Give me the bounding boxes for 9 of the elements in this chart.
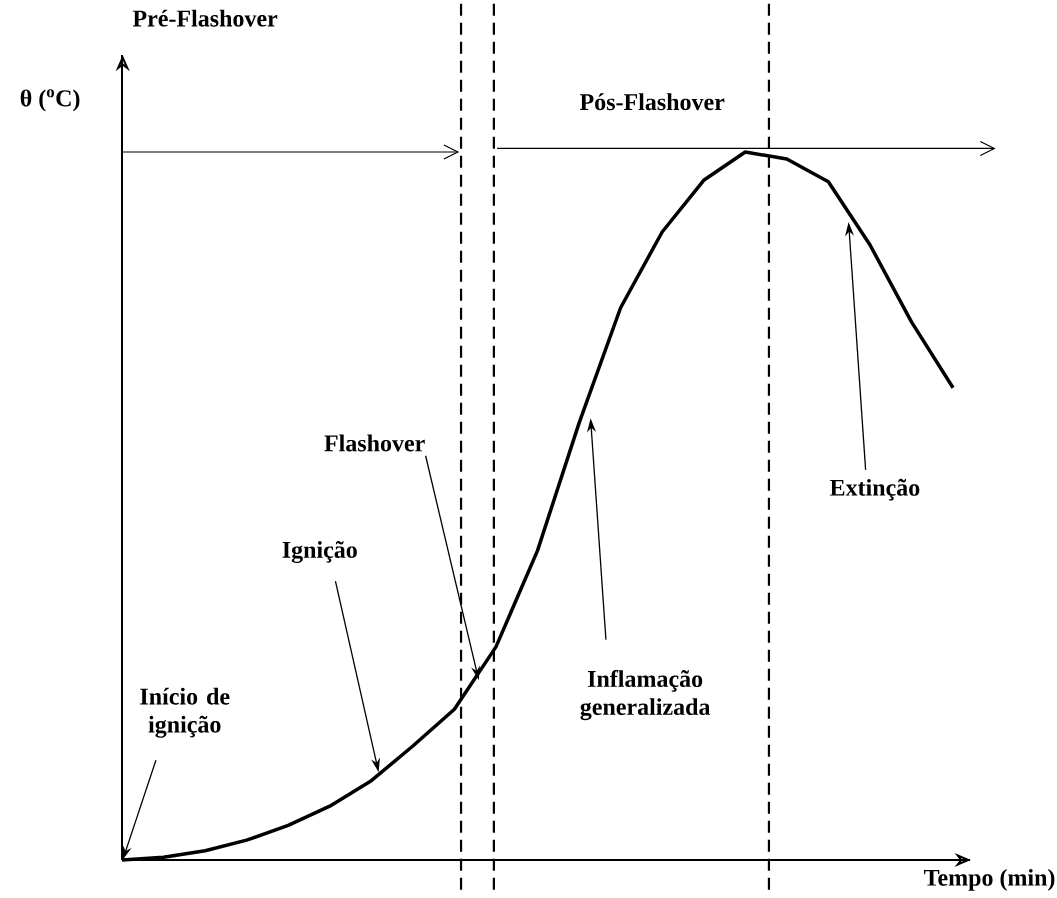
annotation: Inflamação generalizada [580, 669, 711, 721]
text: Pré-Flashover [132, 9, 278, 27]
annotation: Extinção [829, 478, 920, 501]
x-axis-title: Tempo (min) [924, 868, 1055, 891]
annotation: Flashover [324, 434, 425, 452]
text: Pós-Flashover [579, 93, 725, 111]
annotation: Ignição [282, 540, 357, 564]
y-axis-title: θ ($^{o}$C) [20, 89, 80, 112]
annotation: Início de ignição [140, 687, 230, 738]
